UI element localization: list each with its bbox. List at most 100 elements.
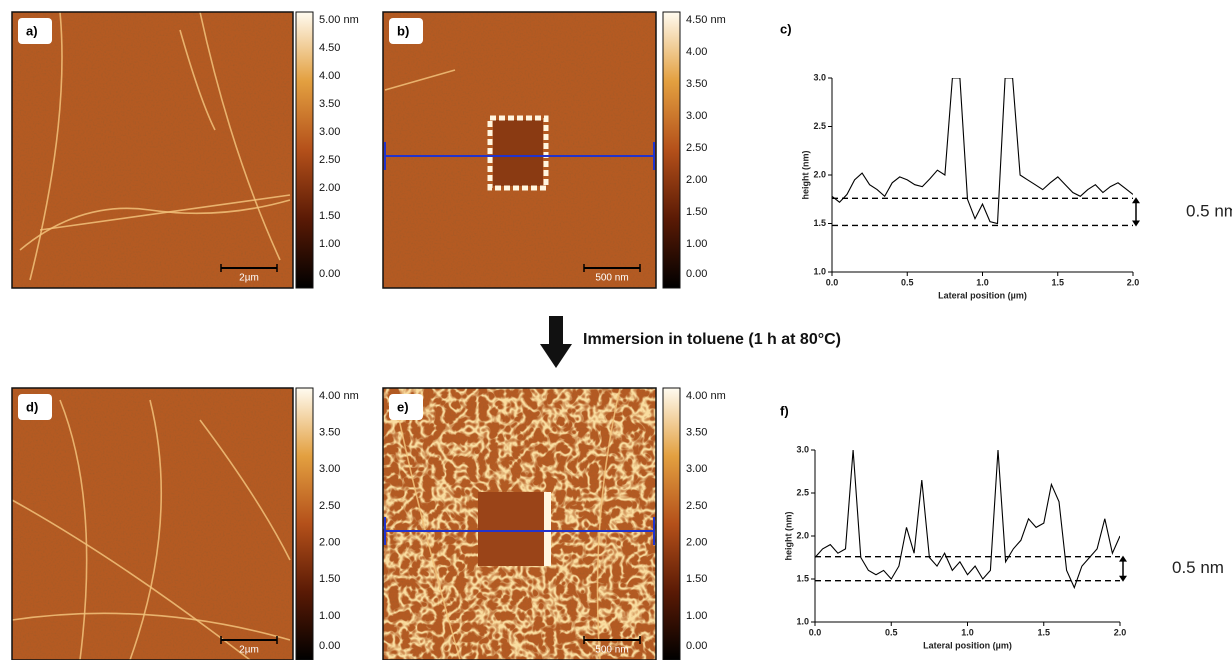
afm-image: b) 500 nm 4.50 nm 4.00 3.50 3.00 2.50 2.00 1.50 1… [382,11,726,289]
colorbar-label: 1.00 [686,610,707,622]
colorbar-label: 1.00 [319,238,340,250]
x-axis-label: Lateral position (µm) [938,290,1027,300]
y-axis-label: height (nm) [800,151,810,200]
scale-bar-label: 500 nm [595,273,628,284]
scratch [493,120,543,186]
y-tick-label: 1.5 [796,573,809,583]
colorbar-label: 1.00 [686,238,707,250]
colorbar-label: 1.50 [686,573,707,585]
flake-edge [179,29,216,131]
panel-label: f) [780,403,789,418]
y-tick-label: 3.0 [796,444,809,454]
colorbar-label: 2.00 [319,182,340,194]
colorbar-label: 1.50 [319,210,340,222]
x-tick-label: 2.0 [1114,627,1127,637]
colorbar-label: 2.00 [319,537,340,549]
image-frame [382,11,657,289]
x-tick-label: 1.0 [976,277,989,287]
flake-edge [19,199,291,251]
colorbar-label: 1.50 [319,573,340,585]
arrow-head [1132,197,1140,204]
arrow-head [1132,220,1140,227]
label-box [389,18,423,44]
scale-bar-label: 500 nm [595,645,628,656]
flake-edge [199,11,281,261]
colorbar-label: 4.00 nm [319,390,359,402]
flake-edge [59,399,88,661]
label-box [18,394,52,420]
colorbar-label: 4.00 nm [686,390,726,402]
colorbar-label: 3.50 [686,78,707,90]
x-tick-label: 0.5 [885,627,898,637]
colorbar-label: 2.50 [686,500,707,512]
y-tick-label: 3.0 [813,72,826,82]
scratch-edge [487,115,549,191]
annotation: 0.5 nm [1186,201,1232,220]
label-box [389,394,423,420]
x-tick-label: 1.0 [961,627,974,637]
flake-edge [596,387,621,661]
arrow [540,316,572,368]
y-tick-label: 2.0 [796,530,809,540]
colorbar-label: 2.50 [319,500,340,512]
flake-edge [29,11,63,281]
colorbar-label: 3.00 [319,463,340,475]
colorbar-label: 4.00 [686,46,707,58]
x-tick-label: 0.0 [809,627,822,637]
colorbar [662,387,681,661]
colorbar-label: 0.00 [319,640,340,652]
colorbar [295,11,314,289]
label-box [18,18,52,44]
flake-edge [11,499,251,661]
panel-label: c) [780,21,792,36]
plot-area [815,450,1120,590]
flake-edge [199,419,291,561]
colorbar-label: 4.00 [319,70,340,82]
colorbar-label: 0.00 [319,268,340,280]
colorbar-label: 1.00 [319,610,340,622]
x-tick-label: 0.0 [826,277,839,287]
scratch-edge [544,492,551,566]
panel-label: d) [26,399,38,414]
x-tick-label: 0.5 [901,277,914,287]
profile-curve [815,450,1120,590]
arrow-head [1119,575,1127,582]
colorbar-label: 3.50 [686,427,707,439]
panel-label: b) [397,23,409,38]
caption: Immersion in toluene (1 h at 80°C) [583,331,841,348]
afm-image: a) 2µm 5.00 nm 4.50 4.00 3.50 3.00 2.50 2.00 1.50… [11,11,359,289]
colorbar-label: 3.50 [319,427,340,439]
y-tick-label: 2.0 [813,169,826,179]
profile-curve [832,78,1133,225]
x-axis-label: Lateral position (µm) [923,640,1012,650]
scratch [478,492,548,566]
flake-edge [39,194,291,231]
scale-bar-label: 2µm [239,273,259,284]
scale-bar-label: 2µm [239,645,259,656]
flake-edge [129,399,163,661]
colorbar-label: 3.00 [686,463,707,475]
x-tick-label: 1.5 [1051,277,1064,287]
y-tick-label: 1.5 [813,218,826,228]
afm-image: e) 500 nm 4.00 nm 3.50 3.00 2.50 2.00 1.50 1.00 0… [382,387,726,661]
afm-image: d) 2µm 4.00 nm 3.50 3.00 2.50 2.00 1.50 1.00 0.00 [11,387,359,661]
flake-edge [384,69,456,91]
colorbar-label: 0.00 [686,640,707,652]
colorbar-label: 4.50 nm [686,14,726,26]
annotation: 0.5 nm [1172,558,1224,577]
colorbar [295,387,314,661]
arrow-head [1119,555,1127,562]
colorbar-label: 0.00 [686,268,707,280]
panel-label: a) [26,23,38,38]
colorbar-label: 2.00 [686,537,707,549]
colorbar-label: 2.00 [686,174,707,186]
colorbar-label: 2.50 [686,142,707,154]
colorbar [662,11,681,289]
image-texture [12,12,293,288]
colorbar-label: 3.00 [686,110,707,122]
x-tick-label: 1.5 [1037,627,1050,637]
panel-label: e) [397,399,409,414]
y-tick-label: 1.0 [796,616,809,626]
y-tick-label: 2.5 [813,121,826,131]
